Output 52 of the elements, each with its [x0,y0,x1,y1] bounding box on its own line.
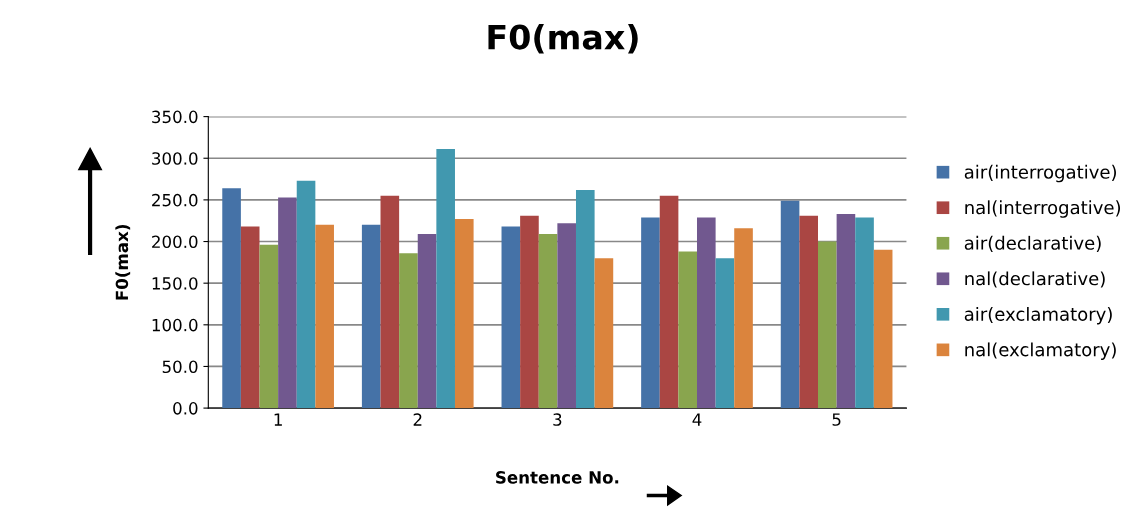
y-tick-label: 150.0 [152,277,198,290]
bar [780,200,800,409]
x-tick-label: 5 [832,413,841,426]
y-tick-label: 100.0 [152,318,198,332]
bar [520,215,539,409]
x-tick-label: 3 [553,413,562,426]
y-tick-label: 300.0 [152,152,198,165]
bar [557,223,576,409]
legend-label: air(interrogative) [964,164,1116,183]
legend-label: nal(interrogative) [965,200,1121,218]
bar [501,226,521,409]
bar [594,258,614,409]
bar [818,241,837,409]
bar [734,228,753,409]
y-tick-label: 250.0 [152,193,198,207]
bar [454,219,474,409]
bar [538,234,558,409]
bar [240,226,260,409]
bar [222,188,241,409]
bar [836,214,856,409]
x-tick-label: 1 [274,413,282,426]
y-tick-label: 200.0 [152,235,198,249]
bar [678,251,697,409]
bar [361,224,381,409]
bar [296,180,316,409]
bar [259,244,279,409]
y-tick-label: 0.0 [173,402,198,415]
bar [380,195,400,409]
bar [799,215,818,409]
bar [659,195,679,409]
bar [278,197,297,409]
legend-label: air(exclamatory) [964,306,1112,325]
x-tick-label: 2 [413,413,422,426]
bar [715,258,735,409]
legend-label: air(declarative) [964,235,1101,252]
bar [436,149,455,409]
chart-title: F0(max) [488,23,638,54]
bar [873,249,893,409]
x-tick-label: 4 [692,413,702,426]
bar [696,217,716,409]
y-tick-label: 350.0 [152,110,198,124]
bar [855,217,874,409]
legend-label: nal(declarative) [965,271,1105,288]
y-tick-label: 50.0 [162,360,198,374]
bar [575,189,595,409]
bar [315,224,334,409]
y-axis-title: F0(max) [115,224,131,300]
legend-label: nal(exclamatory) [965,342,1116,360]
x-axis-title: Sentence No. [496,471,619,484]
bar [417,234,437,409]
bar [641,217,660,409]
bar [399,253,418,409]
